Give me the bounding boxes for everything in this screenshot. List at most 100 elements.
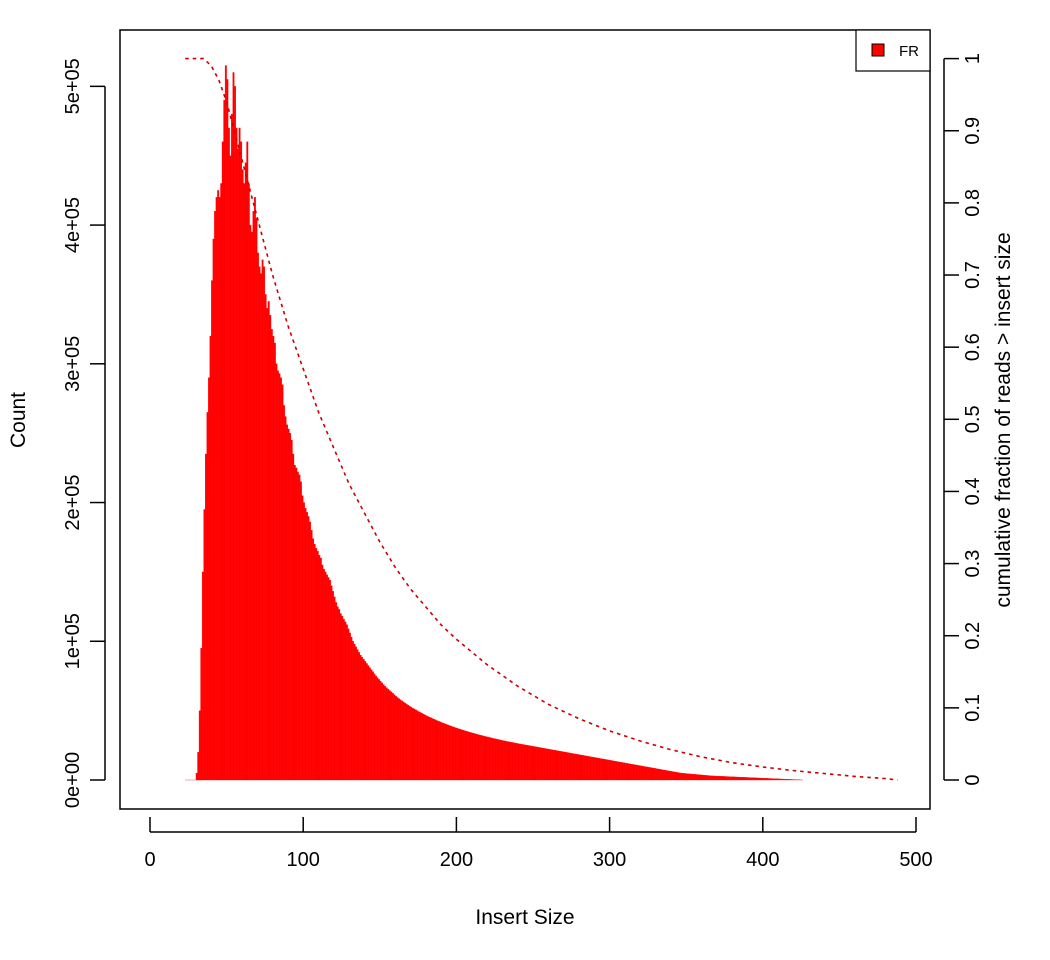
- histogram-bar: [652, 767, 655, 781]
- histogram-bar: [459, 729, 462, 781]
- histogram-bar: [345, 624, 348, 781]
- histogram-bar: [566, 752, 569, 781]
- histogram-bar: [715, 775, 717, 781]
- histogram-bar: [396, 697, 399, 781]
- histogram-bar: [286, 424, 289, 781]
- histogram-bar: [375, 675, 377, 781]
- histogram-bar: [330, 585, 333, 781]
- histogram-bar: [545, 748, 547, 781]
- histogram-bar: [350, 636, 353, 781]
- histogram-bar: [352, 641, 354, 781]
- histogram-bar: [373, 673, 376, 781]
- histogram-bar: [243, 183, 246, 781]
- histogram-bar: [237, 148, 240, 781]
- histogram-bar: [653, 768, 656, 781]
- histogram-bar: [607, 759, 610, 781]
- histogram-bar: [224, 65, 227, 781]
- x-tick-label: 0: [144, 849, 155, 871]
- y2-tick-label: 0: [962, 774, 984, 785]
- histogram-bar: [275, 363, 278, 781]
- histogram-bar: [675, 772, 678, 781]
- histogram-bar: [526, 745, 529, 781]
- histogram-bar: [322, 568, 325, 781]
- histogram-bar: [497, 739, 500, 781]
- histogram-bar: [195, 772, 198, 781]
- histogram-bar: [479, 734, 482, 781]
- histogram-bar: [771, 778, 774, 781]
- histogram-bar: [722, 776, 725, 781]
- histogram-bar: [411, 707, 414, 781]
- histogram-bar: [413, 708, 416, 781]
- histogram-bar: [379, 680, 382, 781]
- histogram-bar: [666, 770, 668, 781]
- histogram-bar: [255, 217, 258, 781]
- histogram-bar: [522, 744, 524, 781]
- histogram-bar: [295, 467, 298, 781]
- histogram-bar: [606, 759, 609, 781]
- histogram-bar: [284, 416, 287, 781]
- histogram-bar: [538, 747, 541, 781]
- histogram-bar: [716, 775, 719, 781]
- histogram-bar: [603, 759, 606, 781]
- histogram-bar: [267, 301, 270, 781]
- histogram-bar: [473, 733, 475, 781]
- legend-box: [855, 29, 931, 72]
- histogram-bar: [777, 778, 780, 781]
- histogram-bar: [336, 606, 339, 781]
- histogram-bar: [508, 741, 511, 781]
- histogram-bar: [509, 741, 512, 781]
- histogram-bar: [638, 765, 641, 781]
- histogram-bar: [548, 749, 551, 781]
- histogram-bar: [448, 725, 451, 781]
- histogram-bar: [319, 557, 322, 781]
- histogram-bar: [623, 762, 626, 781]
- histogram-bar: [257, 252, 259, 781]
- histogram-bar: [637, 765, 639, 781]
- histogram-bar: [439, 721, 442, 781]
- histogram-bar: [463, 730, 466, 781]
- histogram-bar: [456, 728, 459, 781]
- histogram-bar: [368, 667, 371, 781]
- histogram-bar: [554, 750, 557, 781]
- histogram-bar: [489, 737, 492, 781]
- histogram-bar: [269, 315, 272, 781]
- histogram-bar: [650, 767, 653, 781]
- histogram-bar: [316, 550, 319, 781]
- y2-axis-label: cumulative fraction of reads > insert si…: [992, 232, 1015, 607]
- histogram-bar: [278, 373, 281, 781]
- histogram-bar: [572, 753, 575, 781]
- histogram-bar: [724, 776, 727, 781]
- histogram-bar: [470, 732, 472, 781]
- histogram-bar: [434, 719, 437, 781]
- histogram-bar: [402, 701, 405, 781]
- histogram-bar: [719, 776, 722, 781]
- histogram-bar: [598, 758, 601, 781]
- histogram-bar: [704, 775, 707, 781]
- y-tick-label: 0e+00: [62, 752, 84, 808]
- histogram-bar: [447, 724, 449, 781]
- histogram-bar: [512, 742, 515, 781]
- histogram-bar: [290, 439, 293, 781]
- histogram-bar: [407, 704, 410, 781]
- histogram-bar: [557, 750, 560, 781]
- histogram-bar: [661, 769, 664, 781]
- histogram-bar: [273, 342, 276, 781]
- y-tick-label: 5e+05: [62, 58, 84, 114]
- histogram-bar: [347, 628, 350, 781]
- histogram-bar: [436, 720, 439, 781]
- histogram-bar: [546, 748, 549, 781]
- histogram-bar: [529, 745, 532, 781]
- histogram-bar: [301, 495, 304, 781]
- histogram-bar: [234, 86, 236, 781]
- histogram-bar: [617, 761, 619, 781]
- cumulative-curve-layer: [185, 57, 898, 781]
- histogram-bar: [404, 702, 406, 781]
- histogram-bar: [289, 433, 292, 781]
- histogram-bar: [226, 79, 229, 781]
- histogram-bar: [238, 127, 241, 781]
- histogram-bar: [762, 778, 765, 781]
- histogram-bar: [563, 751, 566, 781]
- histogram-bar: [765, 778, 768, 781]
- histogram-bar: [632, 764, 635, 781]
